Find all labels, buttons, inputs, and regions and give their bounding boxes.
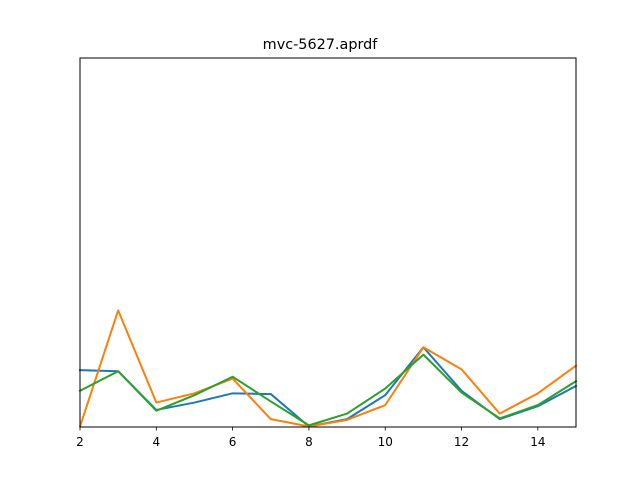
x-tick-label: 12: [454, 435, 469, 449]
x-tick-label: 6: [229, 435, 237, 449]
x-axis: 2 4 6 8 10 12 14: [76, 427, 545, 449]
series-line-2: [78, 309, 578, 428]
series-layer: [78, 309, 578, 428]
plot-frame: [79, 57, 577, 428]
chart-title: mvc-5627.aprdf: [263, 37, 379, 53]
x-tick-label: 8: [305, 435, 313, 449]
x-tick-label: 14: [530, 435, 545, 449]
series-line-3: [78, 353, 578, 427]
x-tick-label: 2: [76, 435, 84, 449]
x-tick-label: 10: [378, 435, 393, 449]
x-tick-label: 4: [152, 435, 160, 449]
